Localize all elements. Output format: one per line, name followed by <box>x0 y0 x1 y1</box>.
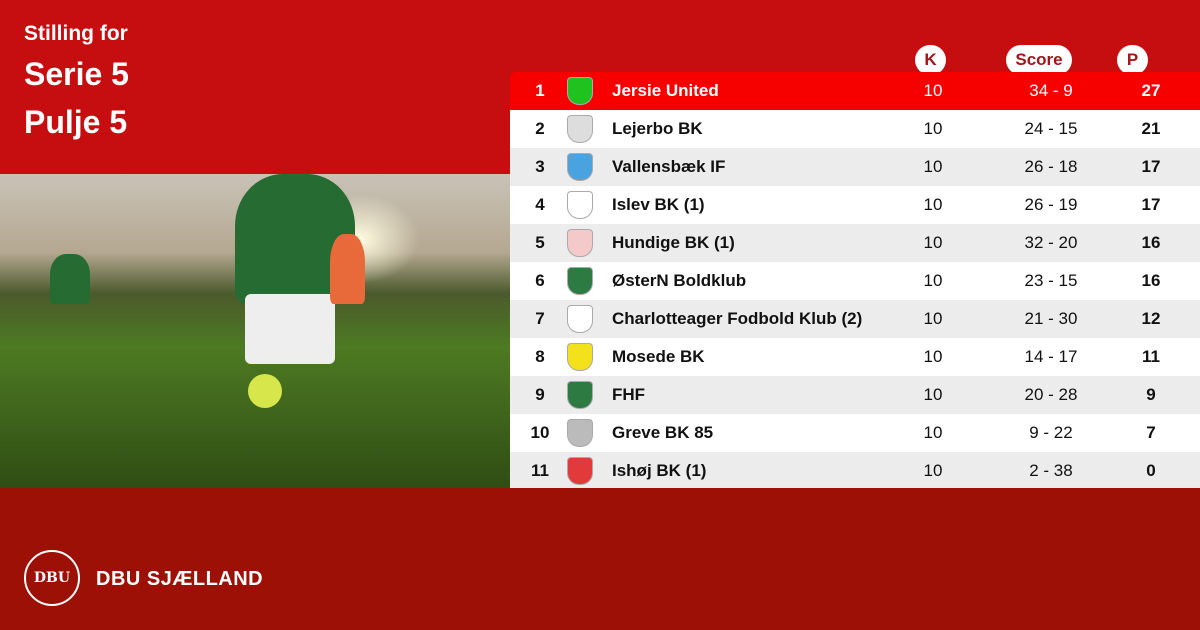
points: 11 <box>1142 347 1160 366</box>
position: 4 <box>535 195 545 214</box>
goal-score: 32 - 20 <box>1024 233 1078 252</box>
club-crest-icon <box>567 305 593 333</box>
table-row: 8 Mosede BK 10 14 - 17 11 <box>510 338 1200 376</box>
goal-score: 9 - 22 <box>1029 423 1073 442</box>
team-name: Vallensbæk IF <box>612 157 726 176</box>
position: 10 <box>530 423 550 442</box>
points: 17 <box>1141 195 1161 214</box>
matches-played: 10 <box>923 461 943 480</box>
position: 2 <box>535 119 545 138</box>
column-header-k: K <box>915 45 946 75</box>
brand-name: DBU SJÆLLAND <box>96 568 264 590</box>
matches-played: 10 <box>923 119 943 138</box>
points: 0 <box>1146 461 1156 480</box>
goal-score: 34 - 9 <box>1029 81 1073 100</box>
team-name: ØsterN Boldklub <box>612 271 747 290</box>
team-name: Hundige BK (1) <box>612 233 735 252</box>
club-crest-icon <box>567 419 593 447</box>
table-row: 2 Lejerbo BK 10 24 - 15 21 <box>510 110 1200 148</box>
goal-score: 2 - 38 <box>1029 461 1073 480</box>
team-name: FHF <box>612 385 646 404</box>
position: 11 <box>531 461 549 480</box>
team-name: Greve BK 85 <box>612 423 714 442</box>
position: 1 <box>535 81 545 100</box>
goal-score: 24 - 15 <box>1024 119 1078 138</box>
team-name: Ishøj BK (1) <box>612 461 707 480</box>
team-name: Islev BK (1) <box>612 195 705 214</box>
table-row: 7 Charlotteager Fodbold Klub (2) 10 21 -… <box>510 300 1200 338</box>
matches-played: 10 <box>923 309 943 328</box>
footer-band <box>0 488 1200 630</box>
series-title: Serie 5 <box>24 56 129 92</box>
dbu-logo: DBU <box>24 550 80 606</box>
team-name: Jersie United <box>612 81 719 100</box>
table-row: 3 Vallensbæk IF 10 26 - 18 17 <box>510 148 1200 186</box>
points: 16 <box>1141 233 1161 252</box>
position: 9 <box>535 385 545 404</box>
club-crest-icon <box>567 381 593 409</box>
standings-table: 1 Jersie United 10 34 - 9 27 2 Lejerbo BK… <box>510 72 1200 493</box>
matches-played: 10 <box>923 81 943 100</box>
points: 7 <box>1146 423 1156 442</box>
matches-played: 10 <box>923 233 943 252</box>
position: 6 <box>535 271 545 290</box>
position: 3 <box>535 157 545 176</box>
matches-played: 10 <box>923 157 943 176</box>
club-crest-icon <box>567 267 593 295</box>
goal-score: 20 - 28 <box>1024 385 1078 404</box>
column-header-score: Score <box>1006 45 1072 75</box>
points: 9 <box>1146 385 1156 404</box>
goal-score: 21 - 30 <box>1024 309 1078 328</box>
matches-played: 10 <box>923 385 943 404</box>
points: 17 <box>1141 157 1161 176</box>
goal-score: 23 - 15 <box>1024 271 1078 290</box>
pool-title: Pulje 5 <box>24 104 128 140</box>
club-crest-icon <box>567 191 593 219</box>
position: 5 <box>535 233 545 252</box>
subtitle: Stilling for <box>24 22 128 45</box>
goal-score: 14 - 17 <box>1024 347 1078 366</box>
football-photo <box>0 174 512 488</box>
points: 16 <box>1141 271 1161 290</box>
club-crest-icon <box>567 229 593 257</box>
matches-played: 10 <box>923 195 943 214</box>
matches-played: 10 <box>923 423 943 442</box>
matches-played: 10 <box>923 347 943 366</box>
points: 21 <box>1141 119 1161 138</box>
table-row: 10 Greve BK 85 10 9 - 22 7 <box>510 414 1200 452</box>
club-crest-icon <box>567 153 593 181</box>
column-header-p: P <box>1117 45 1148 75</box>
position: 7 <box>535 309 545 328</box>
goal-score: 26 - 18 <box>1024 157 1078 176</box>
table-row: 11 Ishøj BK (1) 10 2 - 38 0 <box>510 452 1200 490</box>
table-row: 6 ØsterN Boldklub 10 23 - 15 16 <box>510 262 1200 300</box>
points: 12 <box>1141 309 1161 328</box>
team-name: Mosede BK <box>612 347 705 366</box>
team-name: Lejerbo BK <box>612 119 703 138</box>
club-crest-icon <box>567 457 593 485</box>
table-row: 4 Islev BK (1) 10 26 - 19 17 <box>510 186 1200 224</box>
goal-score: 26 - 19 <box>1024 195 1078 214</box>
position: 8 <box>535 347 545 366</box>
table-row: 9 FHF 10 20 - 28 9 <box>510 376 1200 414</box>
points: 27 <box>1141 81 1161 100</box>
club-crest-icon <box>567 343 593 371</box>
team-name: Charlotteager Fodbold Klub (2) <box>612 309 863 328</box>
table-row: 1 Jersie United 10 34 - 9 27 <box>510 72 1200 110</box>
table-row: 5 Hundige BK (1) 10 32 - 20 16 <box>510 224 1200 262</box>
club-crest-icon <box>567 115 593 143</box>
club-crest-icon <box>567 77 593 105</box>
matches-played: 10 <box>923 271 943 290</box>
